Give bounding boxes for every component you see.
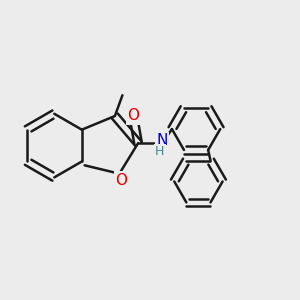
- Text: H: H: [155, 145, 164, 158]
- Text: N: N: [157, 133, 168, 148]
- Text: O: O: [127, 108, 139, 123]
- Text: O: O: [115, 173, 127, 188]
